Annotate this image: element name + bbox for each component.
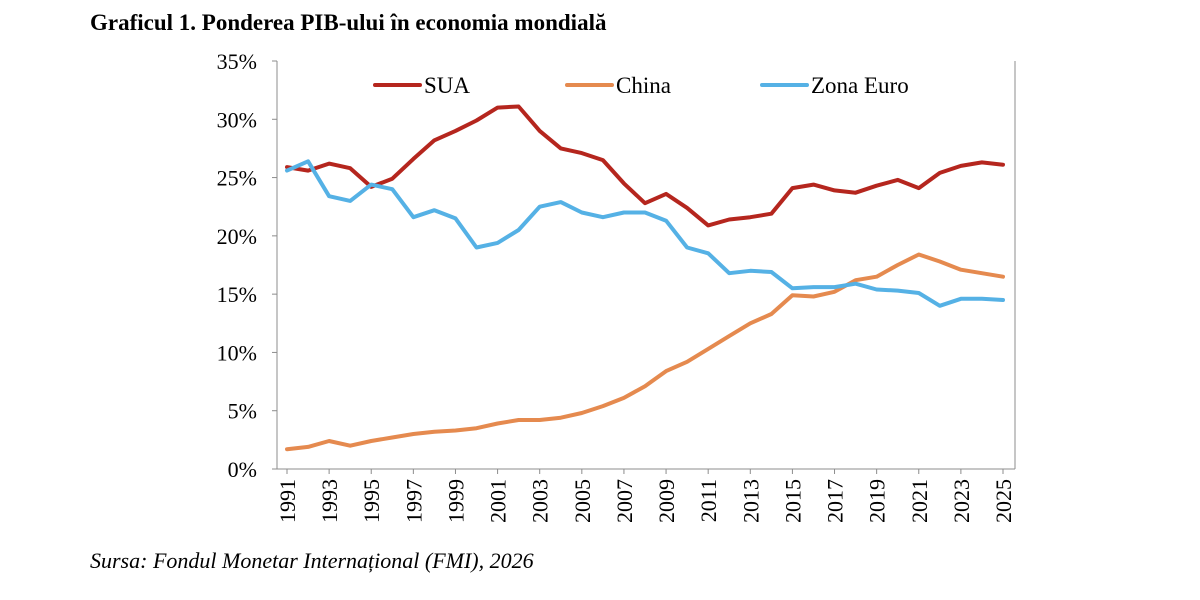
x-tick-label: 2011: [696, 479, 721, 522]
x-tick-label: 2019: [865, 479, 890, 523]
x-tick-label: 2009: [654, 479, 679, 523]
x-tick-label: 2023: [949, 479, 974, 523]
legend-label-zona-euro: Zona Euro: [811, 73, 909, 98]
x-tick-label: 2003: [528, 479, 553, 523]
source-note: Sursa: Fondul Monetar Internațional (FMI…: [90, 548, 534, 573]
x-tick-label: 1995: [359, 479, 384, 523]
series-line-china: [285, 252, 1005, 452]
x-tick-label: 1993: [317, 479, 342, 523]
x-tick-label: 1999: [443, 479, 468, 523]
x-tick-label: 2005: [570, 479, 595, 523]
legend: SUA China Zona Euro: [373, 73, 909, 98]
legend-label-sua: SUA: [424, 73, 470, 98]
series-line-sua: [285, 104, 1005, 228]
tick-labels: 0% 5% 10% 15% 20% 25% 30% 35% 1991 1993 1995 1997 19…: [217, 49, 1016, 523]
x-tick-label: 2015: [780, 479, 805, 523]
x-tick-label: 2007: [612, 479, 637, 523]
y-tick-label: 20%: [217, 224, 257, 249]
series-line-zona-euro: [285, 159, 1005, 308]
axes: [272, 60, 1016, 474]
y-tick-label: 5%: [228, 399, 257, 424]
x-tick-label: 1991: [275, 479, 300, 523]
y-tick-label: 30%: [217, 107, 257, 132]
x-tick-label: 2001: [486, 479, 511, 523]
y-tick-label: 25%: [217, 166, 257, 191]
chart-title: Graficul 1. Ponderea PIB-ului în economi…: [90, 10, 607, 35]
x-tick-label: 2017: [823, 479, 848, 523]
x-tick-label: 2021: [907, 479, 932, 523]
x-tick-label: 1997: [401, 479, 426, 523]
y-tick-label: 15%: [217, 282, 257, 307]
legend-label-china: China: [616, 73, 671, 98]
y-tick-label: 0%: [228, 457, 257, 482]
x-tick-label: 2025: [991, 479, 1016, 523]
y-tick-label: 10%: [217, 340, 257, 365]
series-lines: [285, 104, 1005, 452]
y-tick-label: 35%: [217, 49, 257, 74]
x-tick-label: 2013: [738, 479, 763, 523]
